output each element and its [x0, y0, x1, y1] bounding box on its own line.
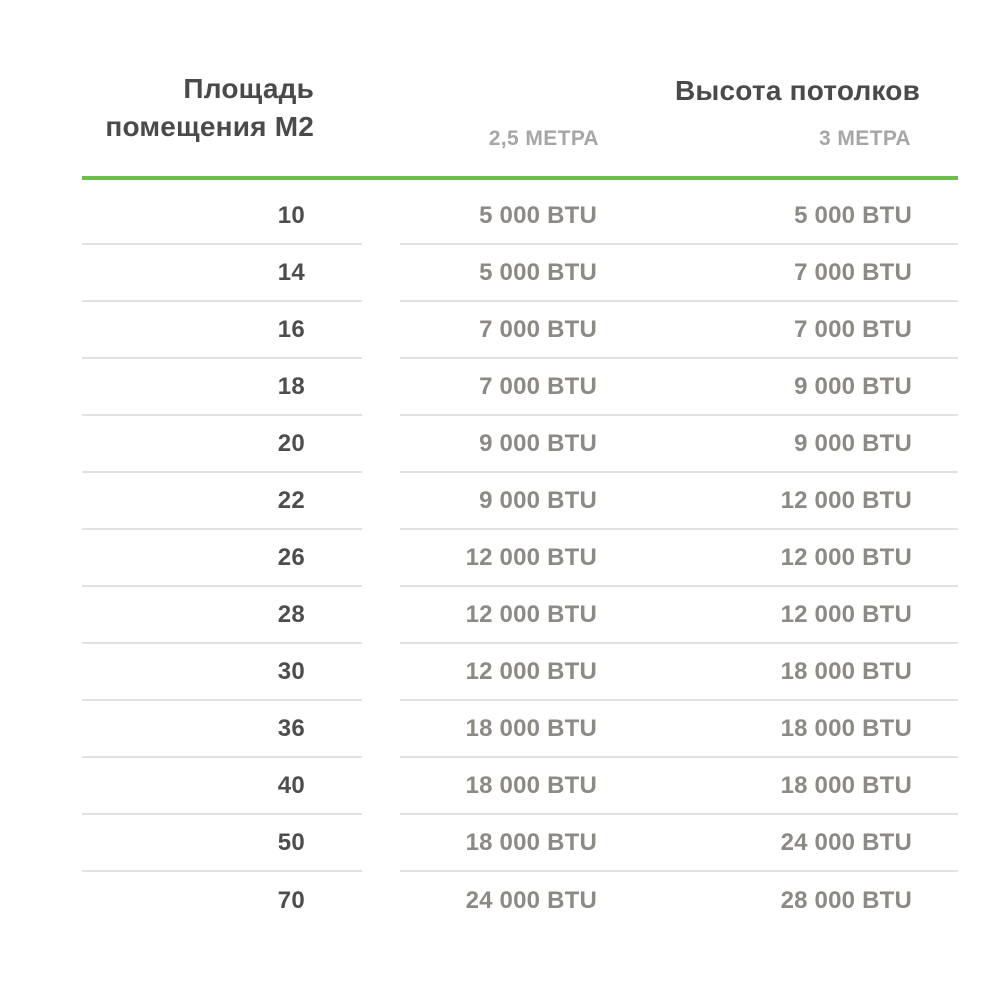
- table-row: 20 9 000 BTU 9 000 BTU: [82, 416, 958, 473]
- btu-2-5m-cell: 9 000 BTU: [479, 486, 597, 514]
- table-row: 16 7 000 BTU 7 000 BTU: [82, 302, 958, 359]
- column-gap: [362, 815, 400, 872]
- column-gap: [362, 644, 400, 701]
- btu-2-5m-cell: 7 000 BTU: [479, 315, 597, 343]
- btu-value-group: 9 000 BTU 9 000 BTU: [400, 416, 958, 473]
- area-cell: 20: [82, 416, 362, 473]
- area-cell: 14: [82, 245, 362, 302]
- column-gap: [362, 188, 400, 245]
- area-column-header: Площадь помещения М2: [82, 70, 314, 146]
- area-cell: 10: [82, 188, 362, 245]
- btu-value-group: 5 000 BTU 7 000 BTU: [400, 245, 958, 302]
- table-row: 40 18 000 BTU 18 000 BTU: [82, 758, 958, 815]
- column-gap: [362, 245, 400, 302]
- btu-2-5m-cell: 5 000 BTU: [479, 258, 597, 286]
- btu-2-5m-cell: 5 000 BTU: [479, 201, 597, 229]
- table-row: 14 5 000 BTU 7 000 BTU: [82, 245, 958, 302]
- area-cell: 40: [82, 758, 362, 815]
- table-row: 36 18 000 BTU 18 000 BTU: [82, 701, 958, 758]
- btu-3m-cell: 12 000 BTU: [780, 486, 912, 514]
- btu-2-5m-cell: 12 000 BTU: [465, 543, 597, 571]
- btu-value-group: 18 000 BTU 18 000 BTU: [400, 701, 958, 758]
- btu-3m-cell: 18 000 BTU: [780, 714, 912, 742]
- btu-2-5m-cell: 7 000 BTU: [479, 372, 597, 400]
- btu-value-group: 12 000 BTU 12 000 BTU: [400, 587, 958, 644]
- btu-value-group: 12 000 BTU 18 000 BTU: [400, 644, 958, 701]
- ceiling-height-header: Высота потолков: [675, 75, 920, 106]
- column-gap: [362, 587, 400, 644]
- green-accent-rule: [82, 176, 958, 180]
- btu-3m-cell: 18 000 BTU: [780, 771, 912, 799]
- btu-3m-cell: 7 000 BTU: [794, 315, 912, 343]
- btu-value-group: 9 000 BTU 12 000 BTU: [400, 473, 958, 530]
- btu-2-5m-cell: 12 000 BTU: [465, 600, 597, 628]
- btu-2-5m-cell: 24 000 BTU: [465, 886, 597, 914]
- area-column-header-line2: помещения М2: [105, 111, 314, 142]
- area-cell: 28: [82, 587, 362, 644]
- area-cell: 50: [82, 815, 362, 872]
- btu-2-5m-cell: 18 000 BTU: [465, 828, 597, 856]
- btu-value-group: 18 000 BTU 24 000 BTU: [400, 815, 958, 872]
- btu-3m-cell: 18 000 BTU: [780, 657, 912, 685]
- column-gap: [362, 302, 400, 359]
- column-gap: [362, 473, 400, 530]
- table-row: 30 12 000 BTU 18 000 BTU: [82, 644, 958, 701]
- btu-value-group: 12 000 BTU 12 000 BTU: [400, 530, 958, 587]
- table-row: 18 7 000 BTU 9 000 BTU: [82, 359, 958, 416]
- btu-3m-cell: 28 000 BTU: [780, 886, 912, 914]
- column-gap: [362, 416, 400, 473]
- btu-2-5m-cell: 18 000 BTU: [465, 771, 597, 799]
- area-cell: 22: [82, 473, 362, 530]
- column-gap: [362, 530, 400, 587]
- area-cell: 70: [277, 886, 305, 914]
- btu-3m-cell: 5 000 BTU: [794, 201, 912, 229]
- btu-3m-cell: 9 000 BTU: [794, 372, 912, 400]
- btu-2-5m-cell: 9 000 BTU: [479, 429, 597, 457]
- col-header-2-5m: 2,5 МЕТРА: [488, 127, 599, 150]
- table-row: 26 12 000 BTU 12 000 BTU: [82, 530, 958, 587]
- btu-3m-cell: 7 000 BTU: [794, 258, 912, 286]
- area-cell: 30: [82, 644, 362, 701]
- area-cell: 36: [82, 701, 362, 758]
- btu-3m-cell: 9 000 BTU: [794, 429, 912, 457]
- column-gap: [362, 359, 400, 416]
- btu-2-5m-cell: 18 000 BTU: [465, 714, 597, 742]
- btu-value-group: 18 000 BTU 18 000 BTU: [400, 758, 958, 815]
- table-row: 70 24 000 BTU 28 000 BTU: [82, 872, 958, 929]
- column-gap: [362, 872, 400, 929]
- table-row: 10 5 000 BTU 5 000 BTU: [82, 188, 958, 245]
- btu-value-group: 7 000 BTU 7 000 BTU: [400, 302, 958, 359]
- btu-3m-cell: 24 000 BTU: [780, 828, 912, 856]
- column-gap: [362, 701, 400, 758]
- btu-value-group: 5 000 BTU 5 000 BTU: [400, 188, 958, 245]
- area-cell: 18: [82, 359, 362, 416]
- table-row: 22 9 000 BTU 12 000 BTU: [82, 473, 958, 530]
- column-gap: [362, 758, 400, 815]
- table-row: 50 18 000 BTU 24 000 BTU: [82, 815, 958, 872]
- btu-table: 10 5 000 BTU 5 000 BTU 14 5 000 BTU 7 00…: [82, 188, 958, 929]
- area-column-header-line1: Площадь: [183, 73, 314, 104]
- btu-value-group: 24 000 BTU 28 000 BTU: [400, 872, 958, 929]
- table-row: 28 12 000 BTU 12 000 BTU: [82, 587, 958, 644]
- area-cell: 16: [82, 302, 362, 359]
- btu-2-5m-cell: 12 000 BTU: [465, 657, 597, 685]
- area-cell: 26: [82, 530, 362, 587]
- btu-value-group: 7 000 BTU 9 000 BTU: [400, 359, 958, 416]
- col-header-3m: 3 МЕТРА: [819, 127, 911, 150]
- btu-3m-cell: 12 000 BTU: [780, 543, 912, 571]
- btu-3m-cell: 12 000 BTU: [780, 600, 912, 628]
